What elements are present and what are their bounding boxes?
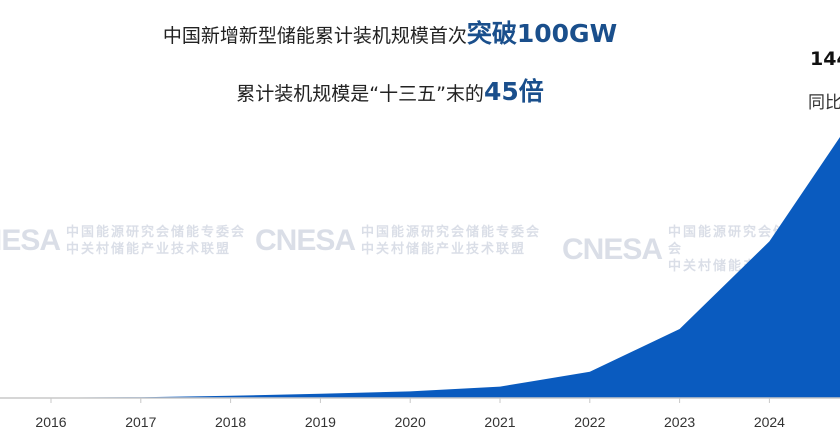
x-tick-label: 2016 xyxy=(35,414,66,430)
x-tick-label: 2019 xyxy=(305,414,336,430)
watermark-line1: 中国能源研究会储能专委会 xyxy=(66,225,247,240)
watermark-line1: 中国能源研究会储能专委会 xyxy=(361,225,542,240)
watermark-line2: 中关村储能产业技术联盟 xyxy=(361,242,527,257)
watermark-logo: CNESA xyxy=(0,224,61,257)
headline-line1-highlight: 突破100GW xyxy=(466,19,618,48)
x-tick-label: 2023 xyxy=(664,414,695,430)
headline-line2-text: 累计装机规模是“十三五”末的 xyxy=(236,83,484,105)
annotation-value: 144 xyxy=(810,48,840,70)
area-series xyxy=(0,136,840,398)
headline-line2-highlight: 45倍 xyxy=(483,77,544,106)
watermark-logo: CNESA xyxy=(562,232,663,266)
headline-line1-text: 中国新增新型储能累计装机规模首次 xyxy=(162,25,467,47)
watermark-logo: CNESA xyxy=(255,224,356,257)
x-tick-label: 2020 xyxy=(395,414,426,430)
annotation-yoy: 同比 xyxy=(808,93,840,113)
headline-line1: 中国新增新型储能累计装机规模首次突破100GW xyxy=(0,14,780,50)
watermark-line2: 中关村储能产业技术联盟 xyxy=(66,242,232,257)
x-tick-label: 2017 xyxy=(125,414,156,430)
headline-line2: 累计装机规模是“十三五”末的45倍 xyxy=(0,72,780,108)
x-tick-label: 2024 xyxy=(754,414,785,430)
x-tick-label: 2021 xyxy=(484,414,515,430)
watermark: CNESA 中国能源研究会储能专委会中关村储能产业技术联盟 xyxy=(255,224,541,258)
x-tick-label: 2022 xyxy=(574,414,605,430)
x-tick-label: 2018 xyxy=(215,414,246,430)
